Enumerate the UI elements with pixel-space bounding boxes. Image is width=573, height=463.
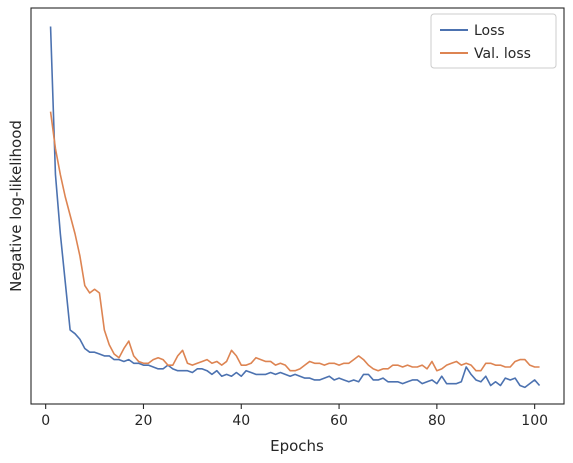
legend: Loss Val. loss bbox=[430, 13, 557, 69]
y-axis-label: Negative log-likelihood bbox=[7, 120, 25, 292]
legend-label-val-loss: Val. loss bbox=[474, 46, 531, 62]
x-axis-label: Epochs bbox=[270, 437, 324, 455]
x-tick-label: 80 bbox=[428, 413, 446, 429]
x-tick-label: 40 bbox=[232, 413, 250, 429]
legend-box bbox=[430, 13, 557, 69]
legend-label-loss: Loss bbox=[474, 23, 505, 39]
x-axis: 0 20 40 60 80 100 bbox=[41, 404, 548, 429]
x-tick-label: 20 bbox=[135, 413, 153, 429]
plot-frame bbox=[30, 7, 565, 405]
x-tick-label: 0 bbox=[41, 413, 50, 429]
x-tick-label: 60 bbox=[330, 413, 348, 429]
series-line-loss bbox=[49, 26, 541, 389]
x-tick-label: 100 bbox=[521, 413, 548, 429]
series-layer bbox=[49, 26, 541, 389]
plot-background bbox=[31, 8, 564, 404]
series-line-val-loss bbox=[49, 111, 540, 372]
